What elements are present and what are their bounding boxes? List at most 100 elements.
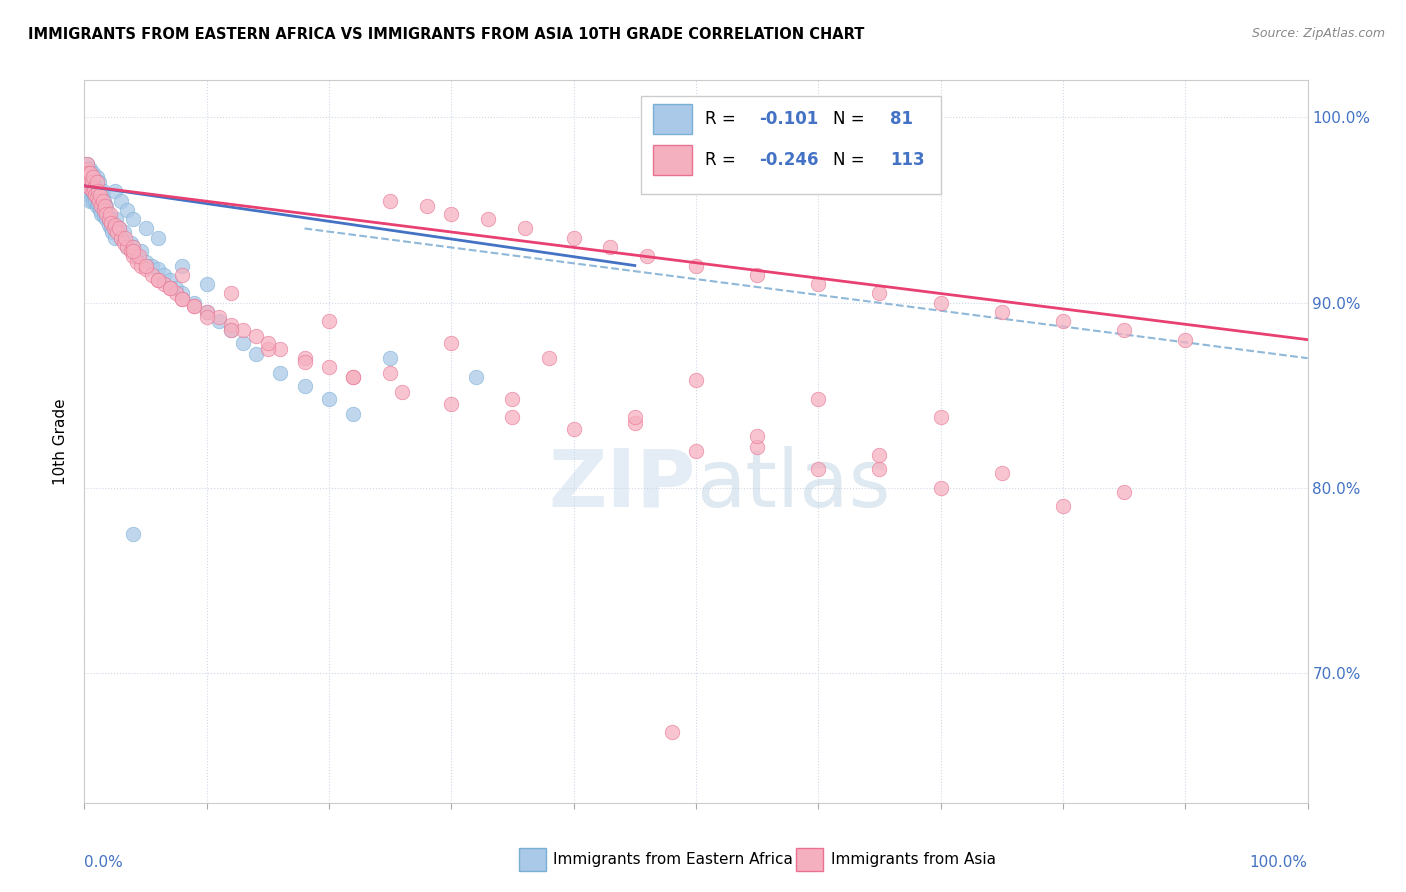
Point bbox=[79, 166, 101, 180]
Point bbox=[153, 268, 176, 282]
Text: -0.101: -0.101 bbox=[759, 111, 818, 128]
Point bbox=[91, 185, 114, 199]
Point bbox=[77, 169, 100, 184]
Bar bbox=[519, 847, 546, 871]
Point bbox=[115, 240, 138, 254]
Point bbox=[91, 194, 114, 208]
Text: atlas: atlas bbox=[696, 446, 890, 524]
Point bbox=[747, 429, 769, 443]
Point bbox=[76, 156, 98, 170]
Point bbox=[97, 218, 120, 232]
Point bbox=[80, 175, 103, 189]
Point bbox=[807, 462, 830, 476]
Text: R =: R = bbox=[704, 111, 741, 128]
Point bbox=[146, 262, 169, 277]
Point bbox=[440, 397, 463, 411]
Bar bbox=[654, 104, 692, 135]
Point bbox=[195, 305, 218, 319]
Point bbox=[75, 162, 97, 177]
Point bbox=[110, 231, 132, 245]
Point bbox=[105, 225, 128, 239]
Point bbox=[80, 185, 103, 199]
Point bbox=[83, 188, 105, 202]
Point bbox=[122, 240, 145, 254]
Point bbox=[929, 410, 952, 425]
Text: IMMIGRANTS FROM EASTERN AFRICA VS IMMIGRANTS FROM ASIA 10TH GRADE CORRELATION CH: IMMIGRANTS FROM EASTERN AFRICA VS IMMIGR… bbox=[28, 27, 865, 42]
Point bbox=[159, 281, 181, 295]
Point bbox=[120, 236, 142, 251]
Point bbox=[807, 277, 830, 291]
Point bbox=[294, 351, 316, 366]
Point bbox=[416, 199, 439, 213]
Point bbox=[125, 255, 148, 269]
Point bbox=[624, 416, 647, 430]
Point bbox=[83, 180, 105, 194]
Point bbox=[183, 295, 205, 310]
Point bbox=[90, 207, 112, 221]
Point bbox=[97, 212, 120, 227]
FancyBboxPatch shape bbox=[641, 96, 941, 194]
Point bbox=[685, 259, 707, 273]
Point bbox=[747, 268, 769, 282]
Point bbox=[183, 299, 205, 313]
Point bbox=[112, 236, 135, 251]
Point bbox=[380, 194, 402, 208]
Point bbox=[195, 305, 218, 319]
Point bbox=[89, 202, 111, 217]
Point bbox=[84, 178, 107, 193]
Point bbox=[807, 392, 830, 406]
Point bbox=[685, 443, 707, 458]
Point bbox=[101, 225, 124, 239]
Point bbox=[380, 351, 402, 366]
Point bbox=[98, 212, 121, 227]
Point bbox=[159, 281, 181, 295]
Point bbox=[661, 725, 683, 739]
Point bbox=[105, 212, 128, 227]
Point bbox=[146, 273, 169, 287]
Point bbox=[294, 355, 316, 369]
Point bbox=[90, 199, 112, 213]
Point bbox=[636, 249, 658, 263]
Point bbox=[122, 212, 145, 227]
Point bbox=[318, 314, 340, 328]
Point bbox=[991, 466, 1014, 480]
Point bbox=[93, 209, 115, 223]
Point bbox=[104, 231, 127, 245]
Point bbox=[82, 166, 104, 180]
Point bbox=[219, 318, 242, 332]
Point bbox=[318, 392, 340, 406]
Point bbox=[90, 194, 112, 208]
Y-axis label: 10th Grade: 10th Grade bbox=[53, 398, 69, 485]
Point bbox=[125, 249, 148, 263]
Point bbox=[82, 185, 104, 199]
Text: N =: N = bbox=[832, 151, 870, 169]
Point bbox=[135, 255, 157, 269]
Point bbox=[79, 194, 101, 208]
Point bbox=[294, 379, 316, 393]
Point bbox=[104, 218, 127, 232]
Point bbox=[98, 207, 121, 221]
Point bbox=[172, 268, 194, 282]
Point bbox=[257, 336, 280, 351]
Point bbox=[107, 221, 129, 235]
Point bbox=[195, 310, 218, 325]
Point bbox=[562, 231, 585, 245]
Point bbox=[122, 240, 145, 254]
Point bbox=[96, 199, 118, 213]
Point bbox=[89, 188, 111, 202]
Point bbox=[232, 323, 254, 337]
Point bbox=[96, 212, 118, 227]
Point bbox=[464, 369, 486, 384]
Point bbox=[86, 199, 108, 213]
Point bbox=[342, 407, 364, 421]
Point bbox=[1114, 484, 1136, 499]
Point bbox=[342, 369, 364, 384]
Point bbox=[219, 286, 242, 301]
Point bbox=[172, 292, 194, 306]
Point bbox=[219, 323, 242, 337]
Point bbox=[80, 169, 103, 184]
Point bbox=[1052, 500, 1074, 514]
Point bbox=[94, 199, 117, 213]
Text: -0.246: -0.246 bbox=[759, 151, 820, 169]
Point bbox=[129, 259, 152, 273]
